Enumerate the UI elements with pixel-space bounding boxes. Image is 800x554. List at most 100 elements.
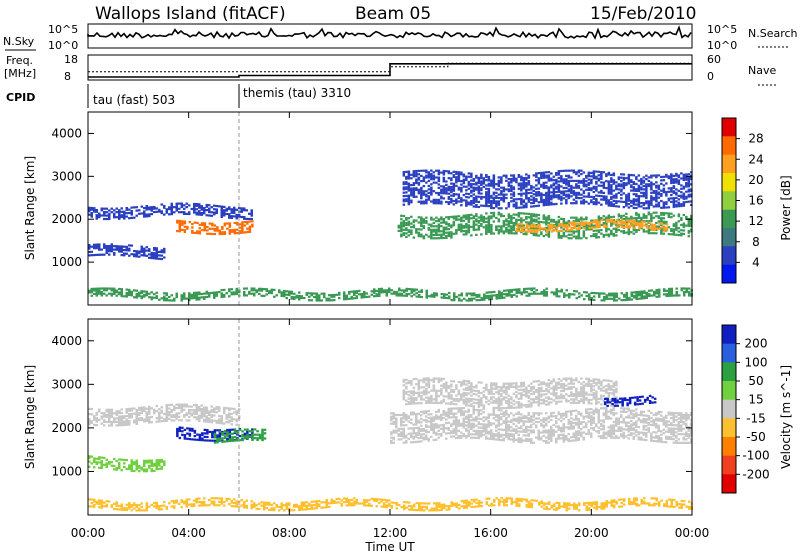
velocity-cell	[445, 427, 448, 430]
power-cell	[420, 216, 423, 219]
power-cell	[110, 294, 113, 297]
velocity-cell	[203, 428, 207, 431]
power-cell	[560, 288, 563, 291]
power-cell	[643, 224, 646, 227]
power-cell	[140, 245, 143, 248]
velocity-cell	[465, 436, 468, 439]
power-cell	[318, 297, 321, 300]
power-cell	[537, 194, 541, 197]
power-cell	[98, 253, 101, 256]
velocity-cell	[206, 439, 209, 442]
power-cell	[120, 254, 123, 257]
velocity-cell	[125, 459, 128, 462]
velocity-cell	[467, 424, 470, 427]
power-cell	[412, 195, 416, 198]
power-cell	[492, 232, 496, 235]
power-cell	[487, 179, 491, 182]
power-cell	[175, 202, 178, 205]
velocity-cell	[158, 415, 161, 418]
power-cell	[627, 179, 631, 182]
velocity-cell	[205, 418, 208, 421]
power-cell	[183, 211, 186, 214]
power-cell	[570, 233, 573, 236]
power-cell	[677, 182, 681, 185]
power-cell	[672, 230, 676, 233]
power-cell	[130, 292, 133, 295]
velocity-cell	[200, 407, 203, 411]
velocity-cell	[482, 411, 485, 414]
power-cell	[437, 179, 441, 183]
power-cell	[186, 225, 189, 229]
velocity-cell	[590, 435, 593, 438]
power-cell	[643, 290, 646, 293]
power-cell	[430, 200, 433, 203]
power-cell	[215, 294, 218, 297]
velocity-cell	[228, 430, 232, 433]
velocity-cell	[487, 432, 490, 435]
power-cell	[538, 229, 541, 232]
power-cell	[443, 293, 446, 296]
power-cell	[622, 173, 626, 176]
velocity-cell	[452, 431, 455, 434]
power-cell	[552, 203, 556, 206]
power-cell	[393, 292, 396, 295]
velocity-cell	[412, 413, 415, 416]
power-cell	[165, 208, 168, 211]
power-cell	[290, 295, 293, 299]
power-cell	[525, 183, 528, 186]
velocity-cell	[525, 417, 528, 420]
power-cell	[547, 232, 551, 235]
velocity-cell	[465, 415, 468, 418]
power-cell	[580, 193, 583, 196]
velocity-cell	[550, 418, 553, 422]
power-cell	[437, 218, 441, 221]
power-cell	[450, 201, 453, 204]
velocity-cell	[205, 406, 208, 409]
power-cell	[447, 217, 451, 220]
power-cell	[528, 230, 531, 233]
power-cell	[597, 219, 601, 222]
power-cell	[547, 188, 551, 191]
power-cell	[597, 217, 601, 220]
power-cell	[233, 206, 236, 209]
velocity-cell	[191, 438, 194, 441]
power-cell	[343, 293, 346, 296]
power-cell	[213, 296, 216, 299]
power-cell	[118, 210, 121, 214]
power-cell	[610, 190, 613, 194]
power-cell	[225, 292, 228, 295]
power-cell	[532, 232, 536, 235]
velocity-cell	[108, 419, 111, 422]
velocity-cell	[525, 427, 528, 430]
power-cell	[507, 202, 511, 205]
velocity-cell	[502, 413, 505, 416]
power-cell	[445, 170, 448, 173]
velocity-cell	[510, 433, 513, 436]
velocity-cell	[188, 415, 191, 418]
power-cell	[523, 226, 526, 229]
power-colorbar-swatch	[722, 118, 736, 137]
power-cell	[650, 203, 653, 206]
power-cell	[575, 195, 578, 198]
power-cell	[125, 249, 128, 252]
velocity-cell	[577, 412, 580, 415]
power-cell	[615, 222, 619, 225]
velocity-cell	[113, 412, 116, 415]
velocity-cell	[520, 441, 523, 444]
power-cell	[190, 207, 193, 211]
velocity-cell	[562, 423, 565, 426]
power-cell	[191, 231, 194, 234]
power-cell	[543, 292, 546, 295]
velocity-cell	[567, 427, 570, 430]
power-cell	[510, 216, 513, 219]
power-cell	[592, 175, 596, 178]
power-cell	[637, 201, 641, 205]
power-cell	[176, 219, 179, 222]
power-cell	[578, 222, 581, 225]
velocity-cell	[135, 415, 138, 418]
power-cell	[622, 214, 626, 217]
power-cell	[550, 291, 553, 294]
power-cell	[532, 213, 536, 216]
power-cell	[490, 291, 493, 294]
power-cell	[685, 215, 688, 219]
